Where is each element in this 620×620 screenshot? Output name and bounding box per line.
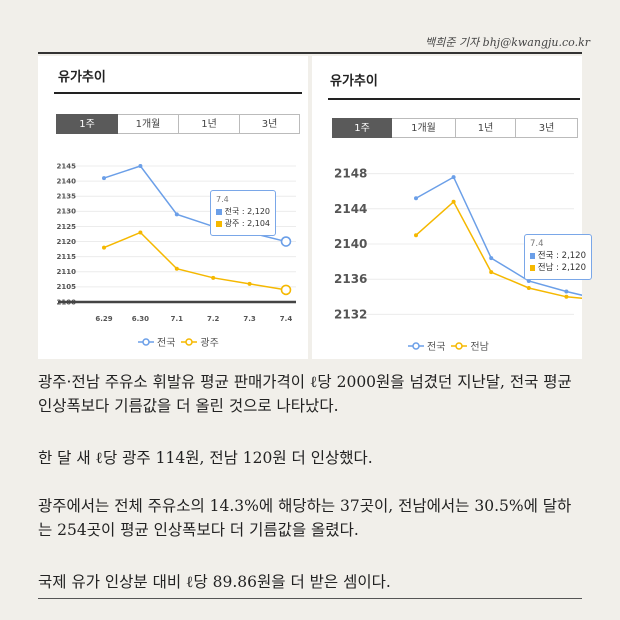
legend-marker-national-icon (408, 341, 424, 350)
left-tab-1y[interactable]: 1년 (179, 114, 240, 134)
y-tick-label: 2140 (334, 237, 367, 251)
right-tooltip-regional: 전남 : 2,120 (537, 263, 586, 273)
regional-swatch (530, 265, 535, 271)
data-point[interactable] (138, 164, 143, 168)
y-tick-label: 2125 (57, 223, 77, 231)
legend-item-national[interactable]: 전국 (408, 338, 445, 353)
y-tick-label: 2110 (57, 268, 77, 276)
data-point[interactable] (526, 286, 531, 290)
x-tick-label: 6.30 (132, 315, 149, 323)
y-tick-label: 2148 (334, 167, 367, 181)
x-tick-label: 7.2 (207, 315, 220, 323)
right-tooltip-national: 전국 : 2,120 (537, 251, 586, 261)
data-point[interactable] (489, 270, 494, 275)
data-point[interactable] (489, 256, 494, 261)
data-point[interactable] (102, 245, 106, 250)
right-tab-1y[interactable]: 1년 (456, 118, 516, 138)
legend-item-gwangju[interactable]: 광주 (181, 334, 219, 349)
y-tick-label: 2120 (57, 238, 77, 246)
series-line (415, 200, 582, 300)
paragraph-2: 한 달 새 ℓ당 광주 114원, 전남 120원 더 인상했다. (38, 449, 373, 467)
left-legend: 전국 광주 (138, 334, 219, 349)
legend-marker-national-icon (138, 337, 154, 346)
left-tooltip: 7.4 전국 : 2,120 광주 : 2,104 (210, 190, 276, 236)
right-legend: 전국 전남 (408, 338, 489, 353)
legend-label-national: 전국 (427, 342, 446, 353)
panel-divider (308, 56, 312, 359)
data-point[interactable] (174, 266, 179, 271)
legend-marker-gwangju-icon (181, 337, 198, 346)
data-point[interactable] (174, 212, 179, 217)
data-point[interactable] (138, 230, 143, 235)
paragraph-4: 국제 유가 인상분 대비 ℓ당 89.86원을 더 받은 셈이다. (38, 573, 391, 591)
right-line-chart: 2132 2136 2140 2144 2148 (334, 167, 582, 321)
left-title-underline (54, 92, 302, 94)
right-chart-panel: 유가추이 1주 1개월 1년 3년 2132 2136 2140 2144 2148 7… (312, 56, 592, 359)
left-tooltip-national: 전국 : 2,120 (224, 207, 270, 216)
data-point-highlight[interactable] (280, 284, 292, 296)
right-title-underline (328, 98, 580, 100)
y-tick-label: 2115 (57, 253, 77, 261)
legend-item-jeonnam[interactable]: 전남 (451, 338, 489, 353)
data-point[interactable] (247, 281, 252, 286)
legend-label-national: 전국 (157, 338, 176, 349)
x-tick-label: 7.3 (243, 315, 256, 323)
right-tab-3y[interactable]: 3년 (516, 118, 578, 138)
right-tooltip-date: 7.4 (530, 239, 544, 249)
x-tick-label: 7.1 (171, 315, 184, 323)
y-tick-label: 2105 (57, 283, 77, 291)
right-tooltip: 7.4 전국 : 2,120 전남 : 2,120 (524, 234, 592, 280)
y-tick-label: 2144 (334, 202, 367, 216)
left-tab-1w[interactable]: 1주 (56, 114, 118, 134)
data-point[interactable] (451, 199, 456, 204)
x-tick-label: 7.4 (280, 315, 293, 323)
bottom-rule (38, 598, 582, 599)
right-panel-title: 유가추이 (330, 74, 378, 89)
left-tab-3y[interactable]: 3년 (240, 114, 300, 134)
data-point[interactable] (564, 294, 569, 299)
data-point[interactable] (564, 289, 569, 294)
left-tooltip-regional: 광주 : 2,104 (224, 219, 270, 228)
regional-swatch (216, 221, 222, 227)
paragraph-3: 광주에서는 전체 주유소의 14.3%에 해당하는 37곳이, 전남에서는 30… (38, 497, 572, 539)
y-tick-label: 2135 (57, 193, 77, 201)
legend-label-gwangju: 광주 (200, 338, 219, 349)
series-line (415, 176, 582, 296)
data-point[interactable] (102, 176, 106, 181)
data-point[interactable] (414, 196, 418, 201)
y-tick-label: 2132 (334, 307, 367, 321)
national-swatch (530, 253, 535, 259)
left-panel-title: 유가추이 (58, 70, 106, 85)
chart-panels: 유가추이 1주 1개월 1년 3년 2100210521102115212021… (38, 56, 592, 359)
legend-label-jeonnam: 전남 (470, 342, 489, 353)
left-tab-1m[interactable]: 1개월 (118, 114, 179, 134)
y-tick-label: 2130 (57, 208, 77, 216)
left-period-tabs: 1주 1개월 1년 3년 (56, 114, 300, 134)
right-tab-1w[interactable]: 1주 (332, 118, 392, 138)
x-tick-label: 6.29 (95, 315, 112, 323)
data-point-highlight[interactable] (280, 236, 292, 247)
national-swatch (216, 209, 222, 215)
legend-item-national[interactable]: 전국 (138, 334, 175, 349)
legend-marker-jeonnam-icon (451, 341, 468, 350)
right-tab-1m[interactable]: 1개월 (392, 118, 456, 138)
data-point[interactable] (211, 275, 216, 280)
right-period-tabs: 1주 1개월 1년 3년 (332, 118, 578, 138)
series-line (103, 231, 287, 291)
y-tick-label: 2136 (334, 272, 367, 286)
data-point[interactable] (451, 175, 456, 180)
y-tick-label: 2140 (57, 177, 77, 185)
left-tooltip-date: 7.4 (216, 195, 229, 204)
left-line-chart: 2100210521102115212021252130213521402145… (57, 162, 296, 323)
y-tick-label: 2145 (57, 162, 77, 170)
left-chart-panel: 유가추이 1주 1개월 1년 3년 2100210521102115212021… (38, 56, 308, 359)
byline: 백희준 기자 bhj@kwangju.co.kr (425, 36, 590, 49)
paragraph-1: 광주·전남 주유소 휘발유 평균 판매가격이 ℓ당 2000원을 넘겼던 지난달… (38, 373, 572, 415)
data-point[interactable] (414, 233, 418, 238)
